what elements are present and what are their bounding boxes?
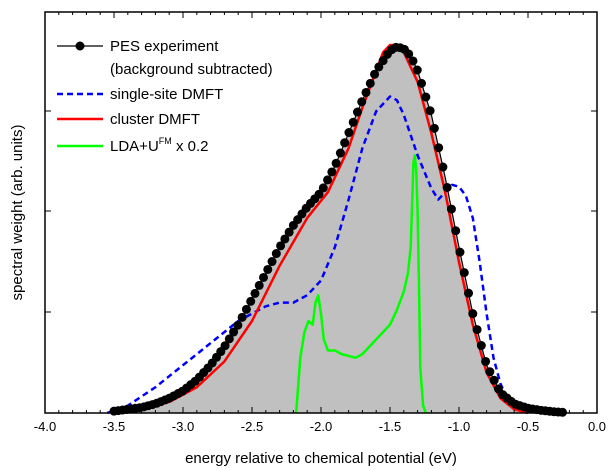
- pes-data-point: [455, 247, 465, 257]
- pes-data-point: [365, 78, 375, 88]
- pes-data-point: [259, 272, 268, 282]
- x-tick-label: -4.0: [34, 419, 56, 434]
- pes-data-point: [271, 249, 281, 259]
- pes-data-point: [318, 183, 328, 193]
- series-line-single: [106, 95, 522, 415]
- x-tick-label: 0.0: [588, 419, 606, 434]
- x-tick-label: -1.5: [379, 419, 401, 434]
- pes-data-point: [340, 138, 350, 148]
- pes-data-point: [442, 182, 452, 192]
- pes-data-point: [357, 97, 367, 107]
- pes-data-point: [352, 107, 362, 117]
- legend-entry-pes: PES experiment (background subtracted): [57, 38, 273, 78]
- pes-data-point: [241, 304, 251, 314]
- pes-data-point: [314, 189, 324, 199]
- pes-data-point: [472, 325, 482, 335]
- pes-data-point: [254, 280, 264, 290]
- legend-pes-label-line2: (background subtracted): [110, 61, 273, 78]
- x-tick-label: -3.5: [103, 419, 125, 434]
- pes-data-point: [434, 143, 444, 153]
- x-tick-label: -2.5: [241, 419, 263, 434]
- x-tick-labels: -4.0 -3.5 -3.0 -2.5 -2.0 -1.5 -1.0 -0.5 0.0: [34, 419, 606, 434]
- pes-data-point: [276, 241, 286, 251]
- pes-data-point: [489, 375, 499, 385]
- legend-pes-label: PES experiment: [110, 38, 219, 55]
- pes-data-point: [323, 175, 333, 185]
- pes-markers-layer: [109, 42, 567, 417]
- pes-data-point: [263, 264, 273, 274]
- pes-data-point: [370, 69, 380, 79]
- pes-data-point: [344, 128, 354, 138]
- pes-data-point: [476, 341, 486, 351]
- legend-lda-label: LDA+UFM x 0.2: [110, 136, 208, 155]
- pes-data-point: [459, 268, 469, 278]
- pes-data-point: [429, 123, 439, 133]
- pes-data-point: [451, 226, 461, 236]
- pes-data-point: [327, 167, 337, 177]
- pes-data-point: [246, 296, 256, 306]
- pes-data-point: [446, 204, 456, 214]
- legend-single-site-label: single-site DMFT: [110, 86, 223, 103]
- pes-data-point: [280, 234, 290, 244]
- pes-data-point: [408, 56, 418, 66]
- pes-data-point: [331, 158, 341, 168]
- pes-data-point: [250, 288, 260, 298]
- legend-lda-label-tail: x 0.2: [172, 138, 209, 155]
- pes-data-point: [425, 106, 435, 116]
- pes-data-point: [335, 148, 345, 158]
- pes-data-point: [481, 356, 491, 366]
- legend-pes-swatch-marker: [75, 41, 85, 51]
- legend-entry-single-site: single-site DMFT: [57, 86, 223, 103]
- legend-lda-label-main: LDA+U: [110, 138, 159, 155]
- pes-data-point: [348, 117, 358, 127]
- x-axis-label: energy relative to chemical potential (e…: [185, 450, 457, 467]
- pes-fill-layer: [114, 46, 563, 414]
- pes-data-point: [417, 78, 427, 88]
- pes-area-fill: [114, 46, 563, 414]
- pes-data-point: [412, 65, 422, 75]
- pes-data-point: [267, 257, 277, 267]
- x-tick-label: -1.0: [448, 419, 470, 434]
- pes-data-point: [485, 367, 495, 377]
- pes-data-point: [438, 162, 448, 172]
- legend-cluster-label: cluster DMFT: [110, 111, 200, 128]
- legend-entry-lda: LDA+UFM x 0.2: [57, 136, 208, 155]
- pes-data-point: [468, 309, 478, 319]
- pes-data-point: [233, 320, 243, 330]
- series-line-cluster: [120, 43, 529, 415]
- y-axis-label: spectral weight (arb. units): [9, 125, 26, 301]
- x-tick-label: -2.0: [310, 419, 332, 434]
- x-tick-label: -3.0: [172, 419, 194, 434]
- legend: PES experiment (background subtracted) s…: [57, 38, 273, 155]
- x-tick-label: -0.5: [517, 419, 539, 434]
- pes-data-point: [284, 227, 294, 237]
- pes-data-point: [220, 341, 230, 351]
- pes-data-point: [237, 312, 247, 322]
- ticks-layer: [44, 12, 598, 413]
- pes-data-point: [224, 334, 234, 344]
- pes-data-point: [421, 92, 431, 102]
- pes-data-point: [229, 327, 239, 337]
- pes-data-point: [464, 288, 474, 298]
- legend-entry-cluster: cluster DMFT: [57, 111, 200, 128]
- pes-data-point: [404, 49, 414, 59]
- legend-lda-label-sup: FM: [159, 136, 172, 146]
- series-line-lda: [294, 154, 428, 414]
- pes-data-point: [361, 87, 371, 97]
